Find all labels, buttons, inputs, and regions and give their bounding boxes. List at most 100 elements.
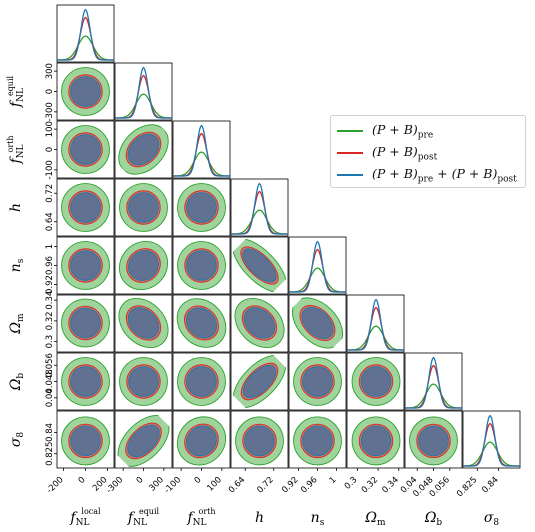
ylabel-fNL_equil: fNLequil: [6, 75, 26, 108]
ytick-label-Omega_m-1: 0.32: [45, 311, 55, 330]
xtick-label-Omega_m-1: 0.32: [360, 475, 380, 495]
panel-fNL_local-vs-fNL_local: [56, 4, 115, 63]
xlabel-fNL_orth: fNLorth: [186, 507, 215, 528]
legend-line-pre: [337, 130, 363, 132]
xlabel-h: h: [255, 510, 264, 526]
contour-sigma_8-vs-Omega_m-series-2: [360, 425, 392, 457]
xtick-label-sigma_8-1: 0.84: [480, 475, 500, 495]
contour-Omega_b-vs-fNL_equil-series-2: [128, 366, 159, 397]
xtick-label-n_s-1: 0.96: [299, 475, 319, 495]
xtick-label-n_s-0: 0.92: [280, 475, 300, 495]
legend-line-post: [337, 152, 363, 154]
legend-entry-post: (P + B)post: [337, 143, 437, 163]
panel-h-vs-h: [230, 178, 289, 237]
xtick-label-Omega_m-2: 0.34: [380, 475, 400, 495]
contour-fNL_orth-vs-fNL_local-series-2: [70, 134, 101, 165]
xtick-label-h-0: 0.64: [227, 475, 247, 495]
panel-n_s-vs-n_s: [288, 236, 347, 295]
marginal-Omega_m-series-0: [346, 325, 405, 351]
xlabel-Omega_m: Ωm: [364, 510, 386, 528]
marginal-sigma_8-series-2: [463, 415, 520, 467]
contour-sigma_8-vs-n_s-series-2: [302, 425, 333, 457]
ytick-label-fNL_orth-0: -100: [45, 160, 55, 179]
panel-fNL_equil-vs-fNL_equil: [114, 62, 173, 121]
ytick-label-sigma_8-1: 0.84: [45, 423, 55, 442]
contour-h-vs-fNL_orth-series-2: [186, 192, 217, 223]
contour-Omega_b-vs-fNL_local-series-2: [70, 366, 101, 397]
contour-sigma_8-vs-fNL_local-series-2: [70, 425, 101, 457]
ytick-label-fNL_orth-1: 0: [45, 147, 55, 152]
ytick-label-Omega_m-0: 0.3: [45, 335, 55, 349]
ylabel-n_s: ns: [8, 258, 26, 272]
ytick-label-fNL_equil-2: 300: [45, 63, 55, 79]
xtick-label-fNL_equil-0: -300: [105, 475, 126, 496]
ytick-label-n_s-2: 1: [45, 244, 55, 249]
xlabel-fNL_equil: fNLequil: [127, 507, 160, 528]
legend-line-combined: [337, 174, 363, 176]
marginal-Omega_b-series-0: [404, 383, 463, 409]
contour-fNL_equil-vs-fNL_local-series-2: [70, 76, 101, 107]
ytick-label-Omega_b-1: 0.048: [45, 369, 55, 393]
legend-entry-combined: (P + B)pre + (P + B)post: [337, 165, 517, 185]
ytick-label-Omega_b-2: 0.056: [45, 353, 55, 377]
contour-Omega_b-vs-h-series-2: [242, 364, 277, 399]
ylabel-sigma_8: σ8: [8, 432, 26, 448]
xlabel-sigma_8: σ8: [484, 510, 500, 528]
contour-Omega_m-vs-fNL_local-series-2: [70, 307, 101, 339]
xtick-label-fNL_equil-1: 0: [135, 475, 146, 486]
marginal-fNL_local-series-2: [57, 8, 114, 61]
contour-n_s-vs-fNL_equil-series-2: [128, 250, 159, 281]
contour-Omega_b-vs-fNL_orth-series-2: [186, 366, 217, 397]
xtick-label-fNL_orth-1: 0: [193, 475, 204, 486]
marginal-Omega_m-series-2: [347, 299, 404, 351]
marginal-n_s-series-0: [288, 267, 347, 293]
contour-Omega_b-vs-n_s-series-2: [302, 366, 333, 397]
contour-Omega_m-vs-h-series-2: [243, 307, 276, 339]
legend: (P + B)pre (P + B)post (P + B)pre + (P +…: [330, 115, 526, 188]
contour-h-vs-fNL_local-series-2: [70, 192, 101, 223]
xtick-label-fNL_orth-2: 100: [205, 475, 224, 494]
marginal-fNL_orth-series-0: [172, 151, 231, 177]
marginal-fNL_equil-series-2: [115, 66, 172, 119]
contour-fNL_orth-vs-fNL_equil-series-2: [127, 133, 160, 166]
ytick-label-h-0: 0.64: [45, 212, 55, 231]
xtick-label-n_s-2: 1: [328, 475, 339, 486]
ylabel-Omega_m: Ωm: [8, 313, 26, 335]
contour-n_s-vs-fNL_orth-series-2: [186, 250, 217, 281]
contour-sigma_8-vs-Omega_b-series-2: [418, 425, 449, 457]
contour-n_s-vs-fNL_local-series-2: [70, 250, 101, 281]
xlabel-n_s: ns: [311, 510, 325, 528]
marginal-h-series-2: [231, 182, 288, 235]
xlabel-Omega_b: Ωb: [424, 510, 443, 528]
contour-Omega_m-vs-fNL_equil-series-2: [127, 307, 160, 339]
ytick-label-Omega_m-2: 0.34: [45, 291, 55, 310]
legend-entry-pre: (P + B)pre: [337, 121, 433, 141]
ytick-label-fNL_orth-2: 100: [45, 121, 55, 137]
ytick-label-n_s-0: 0.92: [45, 275, 55, 294]
contour-sigma_8-vs-fNL_orth-series-2: [186, 425, 217, 457]
marginal-h-series-0: [230, 209, 289, 235]
ytick-label-sigma_8-0: 0.825: [45, 442, 55, 466]
ytick-label-fNL_equil-1: 0: [45, 89, 55, 94]
contour-Omega_b-vs-Omega_m-series-2: [360, 366, 392, 397]
xtick-label-sigma_8-0: 0.825: [455, 475, 479, 499]
contour-Omega_m-vs-fNL_orth-series-2: [185, 307, 218, 339]
xtick-label-fNL_local-1: 0: [77, 475, 88, 486]
xtick-label-Omega_m-0: 0.3: [343, 475, 360, 492]
ylabel-Omega_b: Ωb: [8, 373, 26, 392]
legend-label-pre: (P + B)pre: [372, 121, 434, 141]
panel-Omega_m-vs-Omega_m: [346, 294, 405, 353]
marginal-fNL_equil-series-0: [114, 93, 173, 119]
ytick-label-n_s-1: 0.96: [45, 256, 55, 275]
marginal-fNL_orth-series-2: [173, 124, 230, 177]
marginal-fNL_local-series-0: [56, 35, 115, 61]
xtick-label-fNL_equil-2: 300: [147, 475, 166, 494]
contour-h-vs-fNL_equil-series-2: [128, 192, 159, 223]
ytick-label-fNL_equil-0: -300: [45, 102, 55, 121]
contour-sigma_8-vs-h-series-2: [244, 425, 275, 457]
contour-Omega_m-vs-n_s-series-2: [301, 306, 334, 339]
marginal-Omega_b-series-2: [405, 356, 462, 409]
legend-label-combined: (P + B)pre + (P + B)post: [372, 165, 517, 185]
xtick-label-fNL_local-0: -200: [45, 475, 66, 496]
